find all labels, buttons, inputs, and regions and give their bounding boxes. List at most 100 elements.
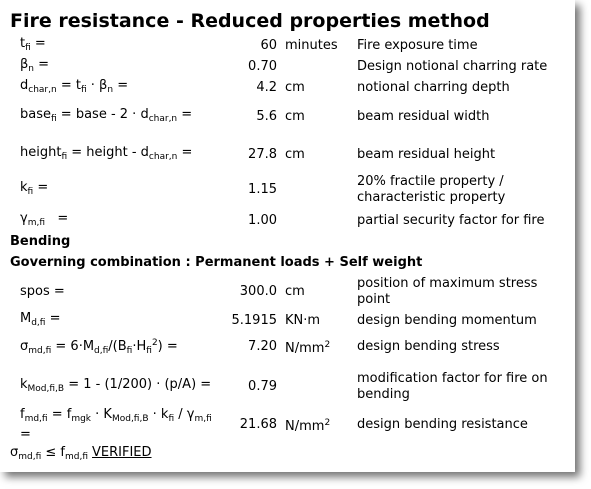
formula: fmd,fi = fmgk · KMod,fi,B · kfi / γm,fi … bbox=[20, 405, 225, 445]
property-row: fmd,fi = fmgk · KMod,fi,B · kfi / γm,fi … bbox=[0, 405, 575, 445]
formula-text: ·H bbox=[132, 339, 147, 354]
property-row: spos = 300.0 cm position of maximum stress … bbox=[0, 272, 575, 312]
formula: kfi = bbox=[20, 170, 225, 210]
text: partial security factor for fire bbox=[357, 213, 545, 228]
formula: kMod,fi,B = 1 - (1/200) · (p/A) = bbox=[20, 377, 211, 397]
property-row: kMod,fi,B = 1 - (1/200) · (p/A) = 0.79 mod… bbox=[0, 367, 575, 407]
formula-text: = bbox=[33, 180, 49, 195]
text: 5.6 bbox=[256, 109, 277, 124]
text: 4.2 bbox=[256, 80, 277, 95]
formula-sub: Mod,fi,B bbox=[111, 414, 149, 424]
text: 0.79 bbox=[248, 379, 277, 394]
formula: kMod,fi,B = 1 - (1/200) · (p/A) = bbox=[20, 367, 225, 407]
description: 20% fractile property / characteristic p… bbox=[357, 170, 569, 210]
formula: basefi = base - 2 · dchar,n = bbox=[20, 107, 192, 127]
formula-sub: fi bbox=[25, 43, 31, 53]
text: 0.70 bbox=[248, 59, 277, 74]
formula-sub: md,fi bbox=[24, 414, 48, 424]
text: minutes bbox=[285, 38, 338, 53]
formula: βn = bbox=[20, 57, 49, 77]
formula: Md,fi = bbox=[20, 301, 225, 341]
formula-text: = 1 - (1/200) · (p/A) = bbox=[64, 377, 212, 392]
unit: cm bbox=[285, 97, 355, 137]
text: beam residual width bbox=[357, 109, 490, 124]
formula-text: = f bbox=[47, 407, 72, 422]
description: Design notional charring rate bbox=[357, 47, 569, 87]
text: cm bbox=[285, 109, 305, 124]
value: 5.6 bbox=[205, 97, 277, 137]
property-row: Md,fi = 5.1915 KN·m design bending momentum bbox=[0, 301, 575, 341]
formula-text: N/mm bbox=[285, 419, 325, 434]
unit: minutes bbox=[285, 26, 355, 66]
formula-text: /(B bbox=[108, 339, 127, 354]
title: Fire resistance - Reduced properties met… bbox=[10, 10, 490, 32]
formula-sub: fi bbox=[146, 346, 152, 356]
formula-sub: fi bbox=[51, 114, 57, 124]
formula-sub: fi bbox=[168, 414, 175, 424]
formula-sub: fi bbox=[61, 152, 68, 162]
unit: cm bbox=[285, 272, 355, 312]
text: cm bbox=[285, 80, 305, 95]
formula-u: VERIFIED bbox=[92, 445, 152, 460]
value: 0.70 bbox=[205, 47, 277, 87]
formula: γm,fi = bbox=[20, 211, 68, 231]
formula-sub: n bbox=[107, 85, 114, 95]
description: design bending momentum bbox=[357, 301, 569, 341]
formula: fmd,fi = fmgk · KMod,fi,B · kfi / γm,fi … bbox=[20, 407, 225, 443]
text: 5.1915 bbox=[231, 313, 278, 328]
property-row: kfi = 1.15 20% fractile property / charact… bbox=[0, 170, 575, 210]
formula-text: height bbox=[20, 145, 62, 160]
formula-text: γ bbox=[20, 211, 28, 226]
verdict: σmd,fi ≤ fmd,fi VERIFIED bbox=[10, 435, 152, 475]
formula-sub: char,n bbox=[28, 85, 57, 95]
description: Fire exposure time bbox=[357, 26, 569, 66]
value: 0.79 bbox=[205, 367, 277, 407]
formula-text: M bbox=[20, 311, 32, 326]
description: partial security factor for fire bbox=[357, 201, 569, 241]
text: 1.00 bbox=[248, 213, 277, 228]
formula-text: = bbox=[34, 57, 50, 72]
formula-text: base bbox=[20, 107, 51, 122]
text: modification factor for fire on bending bbox=[357, 371, 548, 402]
formula-sub: char,n bbox=[148, 114, 178, 124]
formula-sub: d,fi bbox=[94, 346, 109, 356]
formula: σmd,fi = 6·Md,fi/(Bfi·Hfi2) = bbox=[20, 327, 225, 367]
text: cm bbox=[285, 284, 305, 299]
formula-sub: md,fi bbox=[18, 452, 42, 462]
description: design bending resistance bbox=[357, 405, 569, 445]
text: Fire exposure time bbox=[357, 38, 478, 53]
formula-text: d bbox=[20, 78, 29, 93]
formula-sup: 2 bbox=[324, 418, 331, 428]
text: cm bbox=[285, 147, 305, 162]
description: design bending stress bbox=[357, 327, 569, 367]
formula-sub: md,fi bbox=[65, 452, 89, 462]
formula: N/mm2 bbox=[285, 415, 330, 435]
formula-text: = bbox=[45, 311, 61, 326]
heading: Bending bbox=[10, 222, 70, 262]
text: 7.20 bbox=[248, 339, 277, 354]
value: 60 bbox=[205, 26, 277, 66]
value: 5.1915 bbox=[205, 301, 278, 341]
value: 4.2 bbox=[205, 68, 277, 108]
heading: Governing combination : Permanent loads … bbox=[10, 243, 422, 283]
description: modification factor for fire on bending bbox=[357, 367, 569, 407]
unit: cm bbox=[285, 135, 355, 175]
formula: Md,fi = bbox=[20, 311, 61, 331]
formula: σmd,fi = 6·Md,fi/(Bfi·Hfi2) = bbox=[20, 335, 178, 359]
formula: dchar,n = tfi · βn = bbox=[20, 68, 225, 108]
formula-text: = bbox=[30, 36, 46, 51]
text: design bending resistance bbox=[357, 417, 528, 432]
formula-text: = bbox=[177, 145, 193, 160]
formula-sub: fi bbox=[126, 346, 133, 356]
text: KN·m bbox=[285, 313, 321, 328]
formula-text: = height - d bbox=[67, 145, 149, 160]
formula-sub: m,fi bbox=[194, 414, 212, 424]
property-row: γm,fi = 1.00 partial security factor for f… bbox=[0, 201, 575, 241]
section-heading: Bending bbox=[0, 222, 575, 262]
text: 1.15 bbox=[248, 182, 277, 197]
text: position of maximum stress point bbox=[357, 276, 538, 307]
formula-sub: mgk bbox=[71, 414, 92, 424]
property-row: dchar,n = tfi · βn = 4.2 cm notional charri… bbox=[0, 68, 575, 108]
formula-text: k bbox=[20, 180, 28, 195]
